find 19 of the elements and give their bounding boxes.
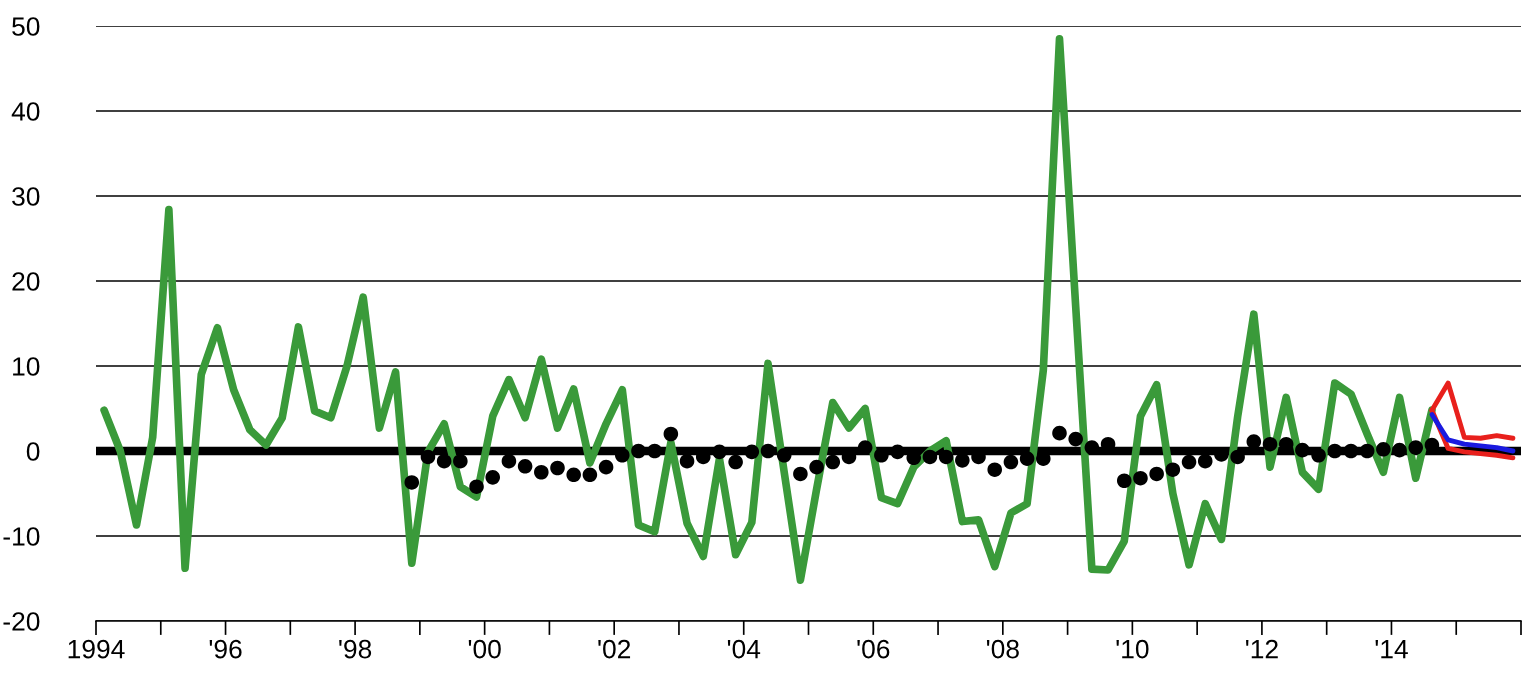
- y-tick-label: 0: [26, 442, 40, 461]
- x-tick-label: '98: [339, 639, 372, 659]
- x-tick-label: '08: [986, 639, 1019, 659]
- x-tick-label: '96: [209, 639, 242, 659]
- x-tick-label: '10: [1116, 639, 1149, 659]
- x-tick-label: '04: [727, 639, 761, 659]
- x-tick-label: '12: [1246, 639, 1278, 659]
- y-tick-label: 30: [12, 187, 40, 206]
- x-tick-label: '14: [1375, 640, 1408, 659]
- y-tick-label: 20: [12, 272, 40, 291]
- y-tick-label: 40: [11, 102, 40, 121]
- y-tick-label: -20: [3, 612, 40, 631]
- x-tick-label: '00: [468, 639, 501, 659]
- x-tick-label: '02: [598, 639, 631, 659]
- x-tick-label: '06: [857, 639, 890, 659]
- y-tick-label: -10: [3, 527, 40, 546]
- y-tick-label: 50: [12, 17, 40, 36]
- x-tick-label: 1994: [68, 639, 125, 659]
- y-tick-label: 10: [13, 357, 40, 376]
